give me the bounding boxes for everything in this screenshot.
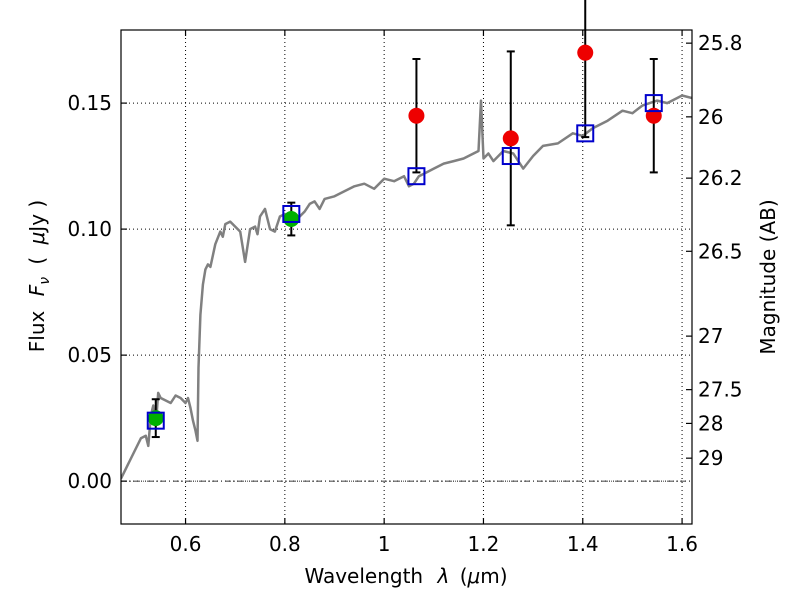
y-tick-label: 0.05: [67, 343, 112, 367]
x-axis-title: Wavelength λ (μm): [304, 564, 507, 588]
magnitude-tick-label: 25.8: [698, 31, 743, 55]
plot-content: [121, 94, 692, 480]
x-axis-title-unit-open: (: [460, 564, 468, 588]
x-axis-title-word: Wavelength: [304, 564, 423, 588]
y-tick-label: 0.15: [67, 91, 112, 115]
magnitude-axis-title: Magnitude (AB): [756, 199, 780, 354]
x-tick-label: 0.6: [170, 532, 202, 556]
model-point-square: [501, 147, 520, 166]
magnitude-tick-label: 27: [698, 324, 723, 348]
magnitude-tick-label: 26.5: [698, 239, 743, 263]
data-point-circle: [577, 44, 594, 61]
model-point-square: [644, 94, 663, 113]
x-axis-title-unit-close: m): [480, 564, 507, 588]
grid-lines: [121, 30, 692, 524]
data-point-circle: [408, 107, 425, 124]
magnitude-tick-label: 28: [698, 411, 723, 435]
y-tick-label: 0.10: [67, 217, 112, 241]
magnitude-tick-label: 26.2: [698, 166, 743, 190]
y-axis-title-word: Flux: [25, 310, 49, 352]
x-tick-label: 1: [378, 532, 391, 556]
y-axis-title-unit-close: Jy ): [25, 200, 49, 234]
magnitude-tick-label: 27.5: [698, 378, 743, 402]
sed-curve: [121, 94, 692, 480]
magnitude-axis: 25.8 26 26.2 26.5 27 27.5 28 29: [686, 31, 743, 470]
y-axis-title-mu: μ: [25, 232, 49, 246]
y-axis-title: Flux Fν ( μJy ): [25, 200, 54, 352]
x-tick-label: 1.6: [666, 532, 698, 556]
data-point-circle: [502, 130, 519, 147]
x-axis-title-symbol: λ: [436, 564, 449, 588]
model-point-square: [576, 124, 595, 143]
x-axis-title-mu: μ: [467, 564, 481, 588]
model-point-square: [407, 167, 426, 186]
data-point-circle: [283, 211, 300, 228]
y-axis: 0.00 0.05 0.10 0.15: [67, 91, 127, 493]
magnitude-tick-label: 26: [698, 105, 723, 129]
y-axis-title-unit-open: (: [25, 257, 49, 265]
plot-frame: [120, 29, 693, 525]
data-markers: [146, 44, 663, 430]
y-axis-title-symbol: F: [25, 284, 49, 296]
y-tick-label: 0.00: [67, 469, 112, 493]
data-point-circle: [147, 410, 164, 427]
error-bars: [151, 0, 658, 439]
model-point-square: [146, 411, 165, 430]
magnitude-tick-label: 29: [698, 446, 723, 470]
x-axis: 0.6 0.8 1 1.2 1.4 1.6: [170, 30, 698, 556]
model-point-square: [282, 204, 301, 223]
x-tick-label: 1.4: [567, 532, 599, 556]
x-tick-label: 1.2: [468, 532, 500, 556]
x-tick-label: 0.8: [269, 532, 301, 556]
y-axis-title-subscript: ν: [37, 277, 53, 285]
